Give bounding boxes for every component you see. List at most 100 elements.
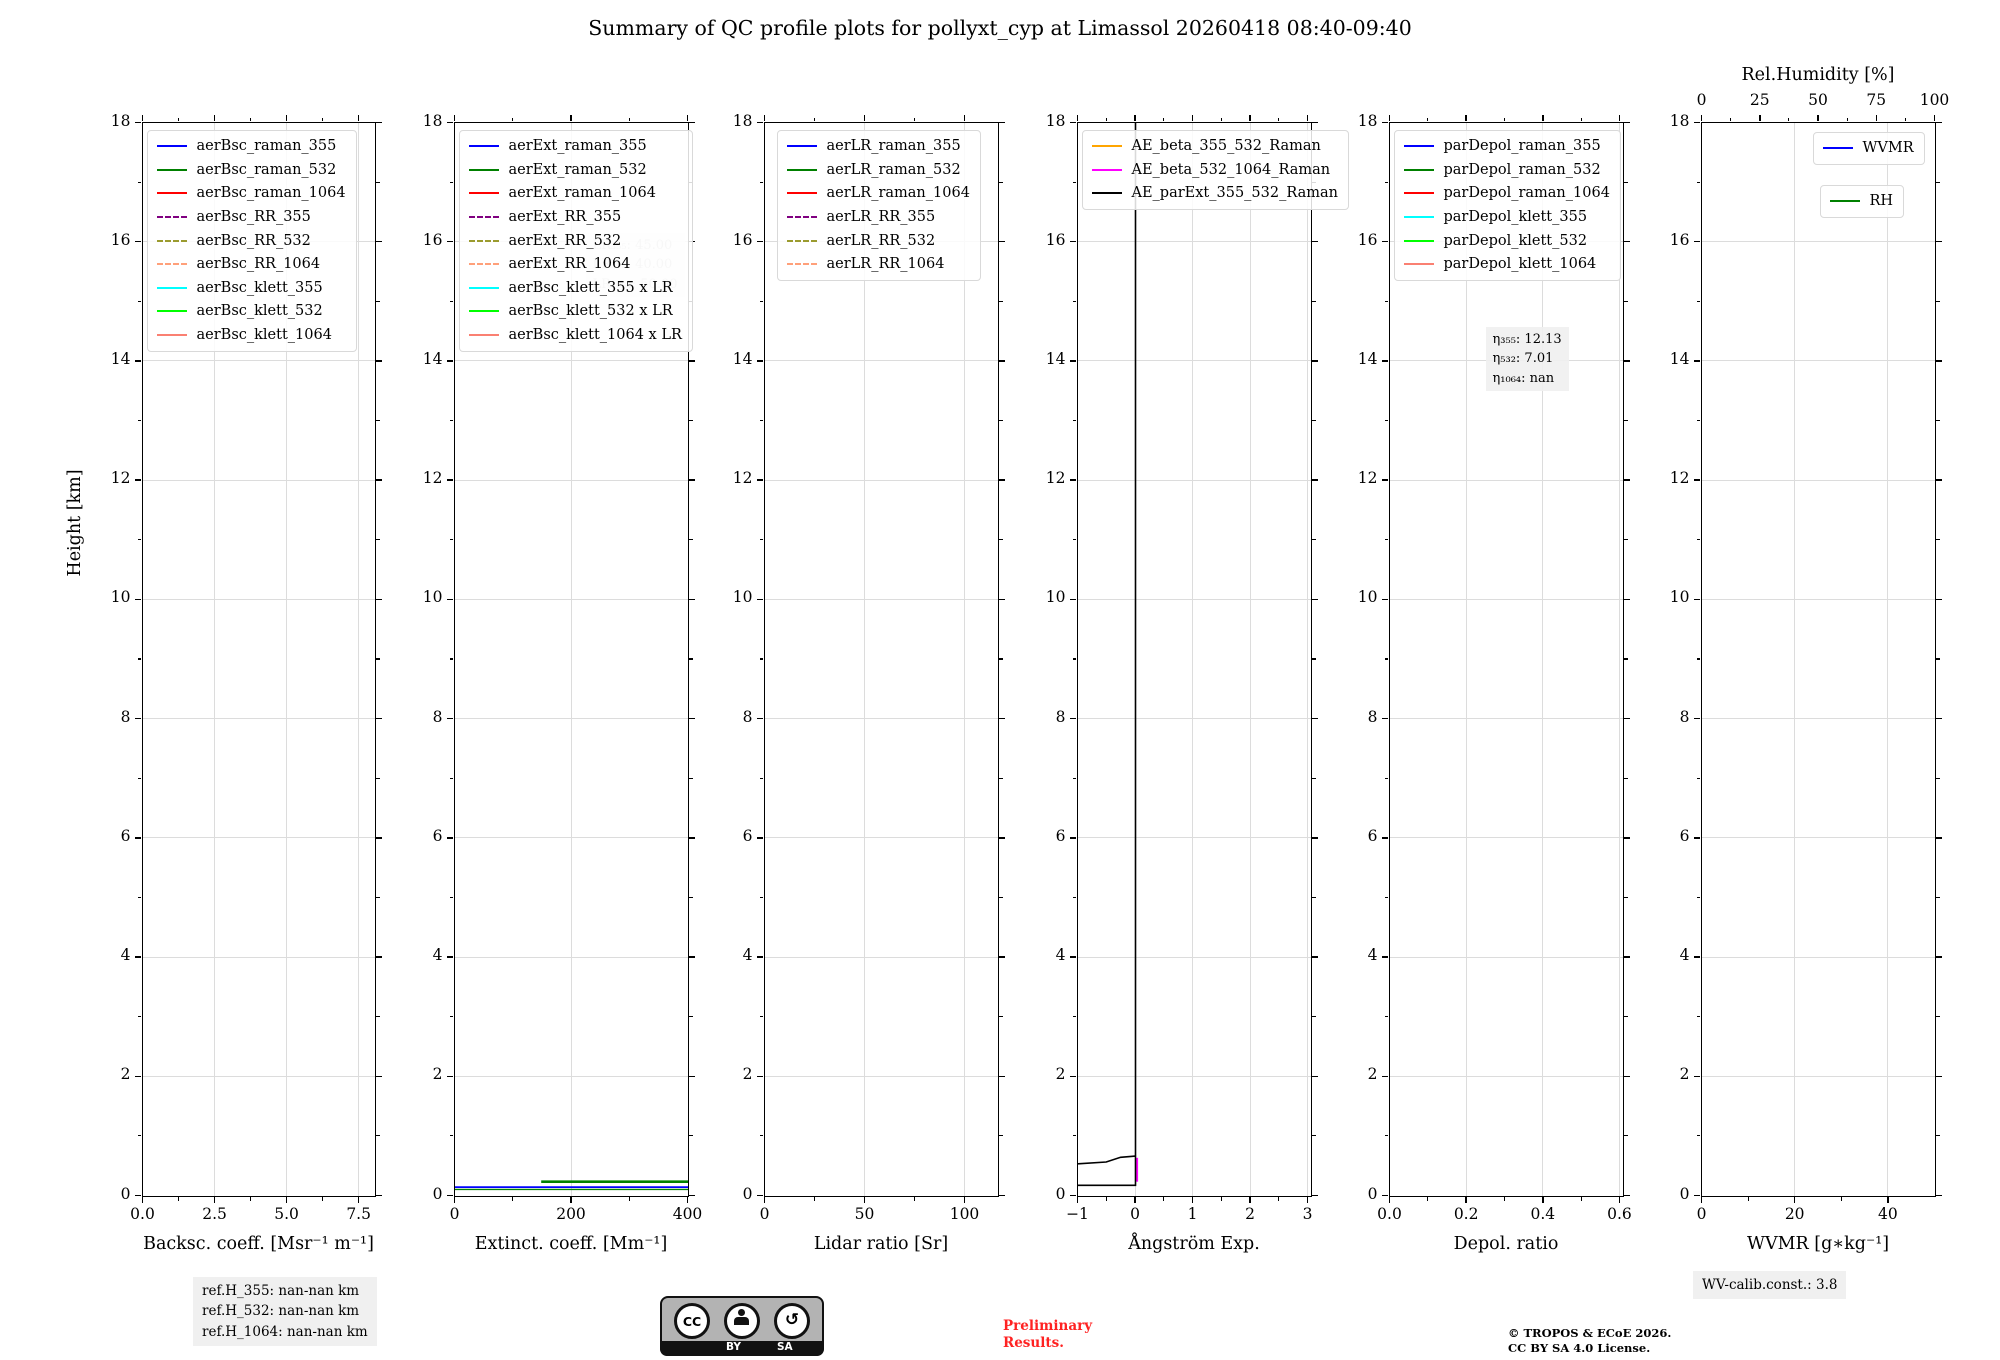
y-tick-minor — [1624, 1135, 1628, 1137]
reference-height-box: ref.H_355: nan-nan km ref.H_532: nan-nan… — [193, 1277, 377, 1346]
gridline-vertical — [1192, 122, 1194, 1196]
gridline-vertical — [358, 122, 360, 1196]
x-tick-label: 40 — [1878, 1204, 1898, 1223]
x-tick-major — [1249, 115, 1251, 121]
y-tick-major — [135, 121, 141, 124]
y-tick-label: 0 — [1679, 1184, 1690, 1203]
y-tick-major — [689, 1194, 695, 1197]
x-tick-major — [763, 115, 766, 121]
y-tick-label: 12 — [1669, 469, 1690, 488]
y-tick-major — [1312, 121, 1318, 124]
y-tick-major — [757, 837, 763, 839]
gridline-vertical — [864, 122, 865, 1196]
y-tick-label: 6 — [120, 826, 131, 845]
y-tick-major — [1070, 956, 1076, 958]
figure-title: Summary of QC profile plots for pollyxt_… — [588, 16, 1412, 40]
y-tick-minor — [1312, 419, 1316, 422]
x-tick-minor — [1580, 1197, 1582, 1201]
legend-entry: aerBsc_klett_355 x LR — [468, 276, 682, 300]
y-tick-minor — [1624, 777, 1628, 779]
y-tick-label: 8 — [1367, 707, 1378, 726]
y-tick-label: 12 — [1357, 469, 1378, 488]
y-tick-minor — [449, 539, 453, 541]
y-tick-minor — [759, 181, 763, 183]
x-tick-major — [1793, 1197, 1796, 1203]
legend-entry-label: parDepol_klett_1064 — [1443, 256, 1597, 273]
y-tick-major — [376, 1075, 382, 1078]
share-alike-arrow: ↺ — [784, 1310, 800, 1330]
y-tick-minor — [1696, 1016, 1700, 1018]
y-tick-minor — [1696, 896, 1700, 899]
y-tick-major — [1312, 598, 1318, 601]
legend-entry-label: parDepol_raman_1064 — [1443, 185, 1610, 202]
x-tick-minor — [628, 1197, 630, 1201]
x-tick-minor — [177, 117, 180, 121]
gridline-horizontal — [1077, 241, 1311, 243]
top-axis-tick-major — [1933, 115, 1936, 121]
x-tick-minor — [1503, 1197, 1506, 1201]
y-tick-label: 16 — [1045, 230, 1066, 249]
y-tick-minor — [689, 658, 693, 660]
y-tick-major — [1624, 240, 1630, 243]
legend-entry-label: aerExt_raman_355 — [508, 138, 647, 155]
gridline-vertical — [964, 122, 965, 1196]
gridline-vertical — [1887, 122, 1889, 1196]
x-axis-label: Extinct. coeff. [Mm⁻¹] — [474, 1233, 668, 1254]
y-tick-minor — [449, 1016, 453, 1018]
gridline-horizontal — [764, 360, 998, 362]
legend-entry-label: AE_parExt_355_532_Raman — [1131, 185, 1338, 202]
gridline-vertical — [570, 122, 572, 1196]
y-tick-minor — [376, 896, 380, 899]
cc-icon: CC — [674, 1303, 710, 1339]
gridline-horizontal — [1077, 837, 1311, 839]
y-tick-major — [689, 598, 695, 601]
y-tick-major — [999, 240, 1005, 243]
y-tick-major — [447, 1075, 453, 1078]
gridline-vertical — [1249, 122, 1251, 1196]
legend-entry-label: AE_beta_532_1064_Raman — [1131, 161, 1331, 178]
annotation-box: η₃₅₅: 12.13 η₅₃₂: 7.01 η₁₀₆₄: nan — [1485, 326, 1569, 391]
legend-swatch — [156, 216, 187, 219]
y-tick-major — [1694, 1075, 1700, 1078]
y-tick-label: 0 — [120, 1184, 131, 1203]
x-tick-label: 2 — [1245, 1204, 1256, 1223]
y-tick-minor — [137, 539, 141, 541]
gridline-horizontal — [1701, 1075, 1935, 1077]
gridline-horizontal — [454, 598, 688, 600]
y-tick-label: 14 — [422, 349, 443, 368]
y-tick-minor — [1312, 896, 1316, 899]
legend-swatch — [1403, 216, 1434, 219]
gridline-vertical — [1465, 122, 1467, 1196]
y-tick-major — [447, 121, 453, 124]
legend-entry: parDepol_raman_1064 — [1403, 182, 1610, 206]
legend-swatch — [1829, 200, 1860, 203]
share-alike-icon: ↺ — [774, 1303, 810, 1339]
legend-swatch — [468, 310, 499, 313]
x-tick-major — [570, 1197, 572, 1203]
gridline-horizontal — [1389, 1075, 1623, 1077]
x-tick-minor — [1747, 1197, 1749, 1201]
y-tick-major — [1624, 1194, 1630, 1197]
y-tick-major — [1312, 1075, 1318, 1078]
legend-entry: aerExt_raman_1064 — [468, 182, 682, 206]
x-tick-label: 0 — [1130, 1204, 1140, 1223]
legend-box: WVMR — [1812, 131, 1925, 166]
y-tick-label: 14 — [110, 349, 131, 368]
y-tick-major — [999, 717, 1005, 720]
y-tick-label: 4 — [432, 946, 443, 965]
top-axis-tick-label: 100 — [1919, 90, 1950, 109]
y-tick-minor — [1072, 1135, 1076, 1137]
gridline-horizontal — [142, 956, 375, 958]
person-body — [734, 1317, 749, 1325]
y-tick-minor — [137, 181, 141, 183]
gridline-horizontal — [454, 718, 688, 720]
x-tick-minor — [249, 1197, 252, 1201]
top-axis-tick-major — [1817, 115, 1819, 121]
y-tick-major — [1382, 956, 1388, 958]
y-tick-minor — [376, 777, 380, 779]
y-tick-minor — [999, 419, 1003, 422]
ref-height-532: ref.H_532: nan-nan km — [202, 1303, 360, 1320]
top-axis-tick-label: 75 — [1866, 90, 1887, 109]
y-tick-major — [1382, 1194, 1388, 1197]
legend-entry: WVMR — [1822, 137, 1914, 161]
